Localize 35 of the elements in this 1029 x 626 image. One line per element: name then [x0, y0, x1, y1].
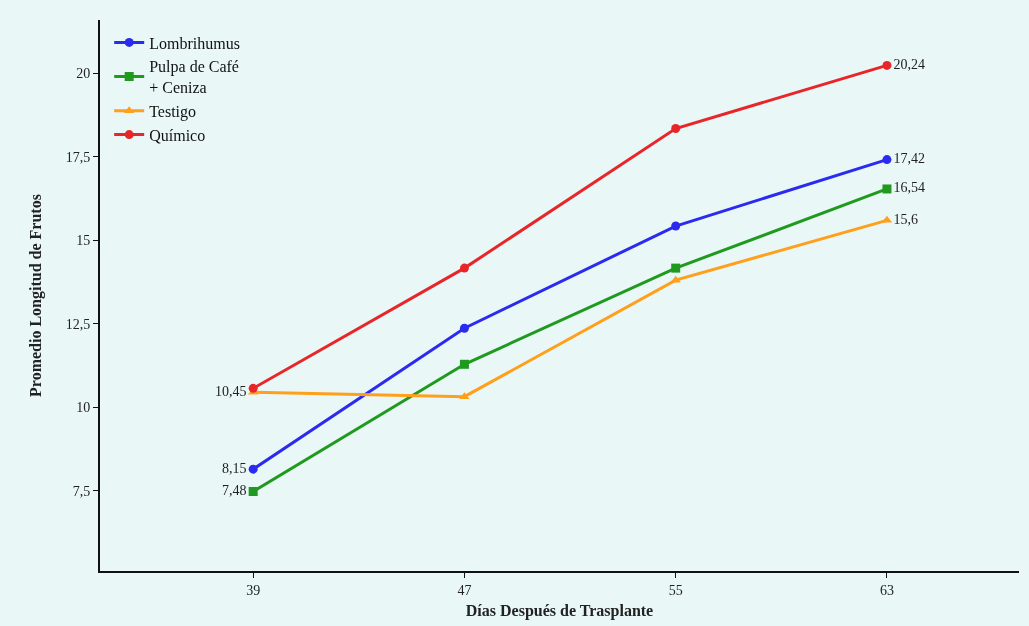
y-axis-title: Promedio Longitud de Frutos	[27, 194, 46, 397]
data-label: 7,48	[222, 483, 247, 499]
data-label: 16,54	[893, 180, 926, 196]
point	[459, 323, 469, 333]
data-label: 20,24	[893, 56, 926, 72]
data-label: 17,42	[893, 151, 926, 167]
x-tick-label: 55	[668, 582, 683, 598]
legend-label: Químico	[149, 126, 206, 144]
y-tick-label: 10	[76, 400, 91, 416]
point	[882, 184, 892, 194]
point	[882, 60, 892, 70]
legend-label: Lombrihumus	[149, 34, 240, 52]
point	[248, 464, 258, 474]
y-tick-label: 17,5	[65, 149, 91, 165]
point	[459, 359, 469, 369]
y-tick-label: 20	[76, 66, 91, 82]
x-tick-label: 47	[457, 582, 472, 598]
point	[248, 487, 258, 497]
point	[248, 383, 258, 393]
data-label: 15,6	[893, 211, 919, 227]
point	[671, 221, 681, 231]
point	[671, 263, 681, 273]
x-axis-title: Días Después de Trasplante	[465, 602, 654, 620]
x-tick-label: 39	[246, 582, 261, 598]
legend-label: Testigo	[149, 103, 197, 122]
point	[459, 263, 469, 273]
y-tick-label: 12,5	[65, 316, 91, 332]
legend-label: Pulpa de Café + Ceniza	[149, 58, 239, 97]
data-label: 10,45	[215, 383, 247, 399]
data-label: 8,15	[222, 460, 247, 476]
point	[882, 155, 892, 165]
point	[671, 124, 681, 134]
y-tick-label: 7,5	[72, 483, 91, 499]
y-tick-label: 15	[76, 233, 91, 249]
x-tick-label: 63	[879, 582, 894, 598]
